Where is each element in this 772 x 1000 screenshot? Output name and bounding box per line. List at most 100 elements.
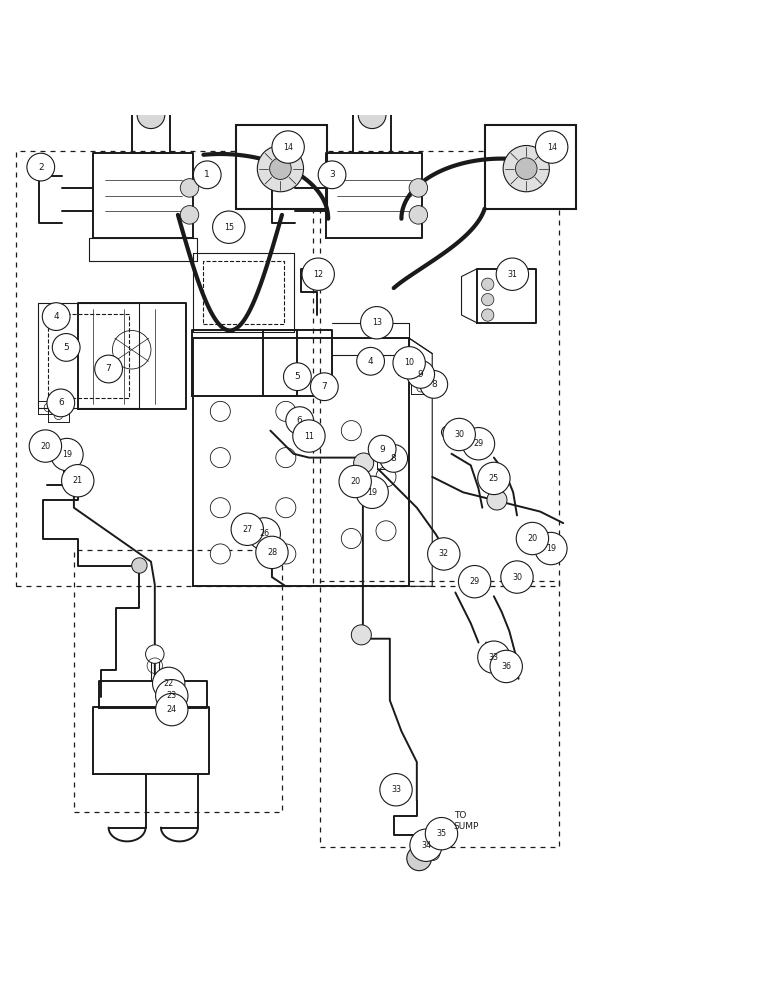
Circle shape xyxy=(341,529,361,549)
Circle shape xyxy=(256,536,288,569)
Circle shape xyxy=(487,490,507,510)
Circle shape xyxy=(516,522,549,555)
Circle shape xyxy=(459,566,491,598)
Circle shape xyxy=(62,465,94,497)
Circle shape xyxy=(269,158,291,179)
Circle shape xyxy=(212,211,245,243)
Circle shape xyxy=(132,558,147,573)
Text: 29: 29 xyxy=(469,577,479,586)
Circle shape xyxy=(351,625,371,645)
Text: 2: 2 xyxy=(38,163,43,172)
Circle shape xyxy=(376,467,396,487)
Text: 7: 7 xyxy=(321,382,327,391)
Text: 5: 5 xyxy=(294,372,300,381)
Circle shape xyxy=(153,667,185,700)
Circle shape xyxy=(272,131,304,163)
Text: 27: 27 xyxy=(242,525,252,534)
Circle shape xyxy=(356,476,388,508)
Circle shape xyxy=(516,158,537,179)
Circle shape xyxy=(354,453,374,473)
Circle shape xyxy=(409,206,428,224)
Text: 13: 13 xyxy=(372,318,381,327)
Circle shape xyxy=(302,258,334,290)
Text: 6: 6 xyxy=(58,398,63,407)
Circle shape xyxy=(52,334,80,361)
Circle shape xyxy=(339,465,371,498)
Text: TO
SUMP: TO SUMP xyxy=(454,811,479,831)
Text: 14: 14 xyxy=(547,143,557,152)
Circle shape xyxy=(95,355,123,383)
Circle shape xyxy=(425,817,458,850)
Text: 3: 3 xyxy=(329,170,335,179)
Circle shape xyxy=(257,146,303,192)
Text: 20: 20 xyxy=(527,534,537,543)
Text: 22: 22 xyxy=(164,679,174,688)
Circle shape xyxy=(156,680,188,712)
Text: 14: 14 xyxy=(283,143,293,152)
Circle shape xyxy=(156,693,188,726)
Text: 7: 7 xyxy=(106,364,111,373)
Text: 35: 35 xyxy=(436,829,446,838)
Circle shape xyxy=(482,278,494,290)
Text: 21: 21 xyxy=(73,476,83,485)
Text: 33: 33 xyxy=(489,653,499,662)
Circle shape xyxy=(286,407,313,434)
Bar xyxy=(235,125,327,209)
Circle shape xyxy=(210,448,230,468)
Text: 19: 19 xyxy=(546,544,556,553)
Circle shape xyxy=(478,641,510,673)
Text: 15: 15 xyxy=(224,223,234,232)
Bar xyxy=(16,151,313,586)
Circle shape xyxy=(478,462,510,495)
Text: 25: 25 xyxy=(489,474,499,483)
Circle shape xyxy=(358,101,386,129)
Bar xyxy=(320,151,560,586)
Text: 29: 29 xyxy=(473,439,483,448)
Circle shape xyxy=(29,430,62,462)
Text: 28: 28 xyxy=(267,548,277,557)
Bar xyxy=(74,550,282,812)
Text: 10: 10 xyxy=(404,358,414,367)
Circle shape xyxy=(276,401,296,421)
Text: 6: 6 xyxy=(296,416,303,425)
Text: 9: 9 xyxy=(418,370,424,379)
Text: 12: 12 xyxy=(313,270,323,279)
Circle shape xyxy=(283,363,311,391)
Text: 8: 8 xyxy=(431,380,437,389)
Text: 20: 20 xyxy=(40,442,50,451)
Text: 36: 36 xyxy=(501,662,511,671)
Text: 32: 32 xyxy=(438,549,449,558)
Circle shape xyxy=(210,544,230,564)
Circle shape xyxy=(428,538,460,570)
Text: 30: 30 xyxy=(454,430,464,439)
Circle shape xyxy=(51,438,83,471)
Circle shape xyxy=(276,448,296,468)
Circle shape xyxy=(276,498,296,518)
Text: 33: 33 xyxy=(391,785,401,794)
Circle shape xyxy=(27,153,55,181)
Circle shape xyxy=(47,389,75,417)
Circle shape xyxy=(293,420,325,452)
Circle shape xyxy=(407,361,435,388)
Text: 34: 34 xyxy=(421,841,431,850)
Circle shape xyxy=(535,532,567,565)
Circle shape xyxy=(407,846,432,871)
Text: 19: 19 xyxy=(62,450,72,459)
Text: 5: 5 xyxy=(63,343,69,352)
Text: 1: 1 xyxy=(205,170,210,179)
Circle shape xyxy=(503,146,550,192)
Circle shape xyxy=(482,309,494,321)
Circle shape xyxy=(146,645,164,663)
Circle shape xyxy=(380,774,412,806)
Bar xyxy=(485,125,576,209)
Circle shape xyxy=(42,303,70,330)
Circle shape xyxy=(210,498,230,518)
Text: 19: 19 xyxy=(367,488,378,497)
Circle shape xyxy=(462,428,495,460)
Circle shape xyxy=(193,161,221,189)
Circle shape xyxy=(357,347,384,375)
Circle shape xyxy=(368,435,396,463)
Text: 8: 8 xyxy=(391,454,397,463)
Circle shape xyxy=(490,650,523,683)
Circle shape xyxy=(501,561,533,593)
